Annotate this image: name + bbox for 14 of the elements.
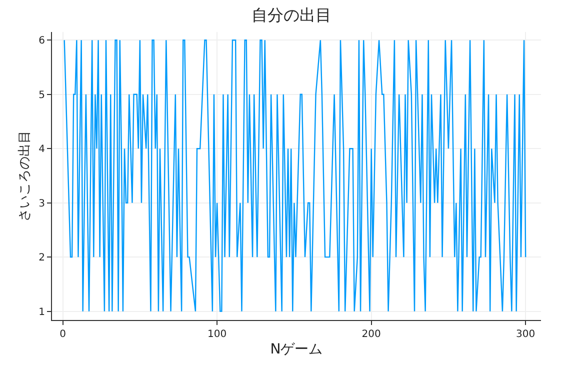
x-axis-title: Nゲーム [270,341,323,358]
x-tick-label: 300 [516,329,536,340]
x-tick-label: 100 [208,329,227,340]
y-axis-title: さいころの出目 [18,130,33,222]
y-tick-label: 2 [38,252,45,264]
y-tick-label: 6 [38,36,45,47]
x-tick-label: 200 [362,329,381,340]
chart-title: 自分の出目 [252,5,332,24]
y-tick-label: 4 [38,144,45,156]
y-tick-label: 1 [38,306,45,318]
x-tick-label: 0 [60,329,66,340]
y-tick-label: 3 [38,198,45,210]
y-tick-label: 5 [38,90,45,101]
line-series [64,40,526,312]
